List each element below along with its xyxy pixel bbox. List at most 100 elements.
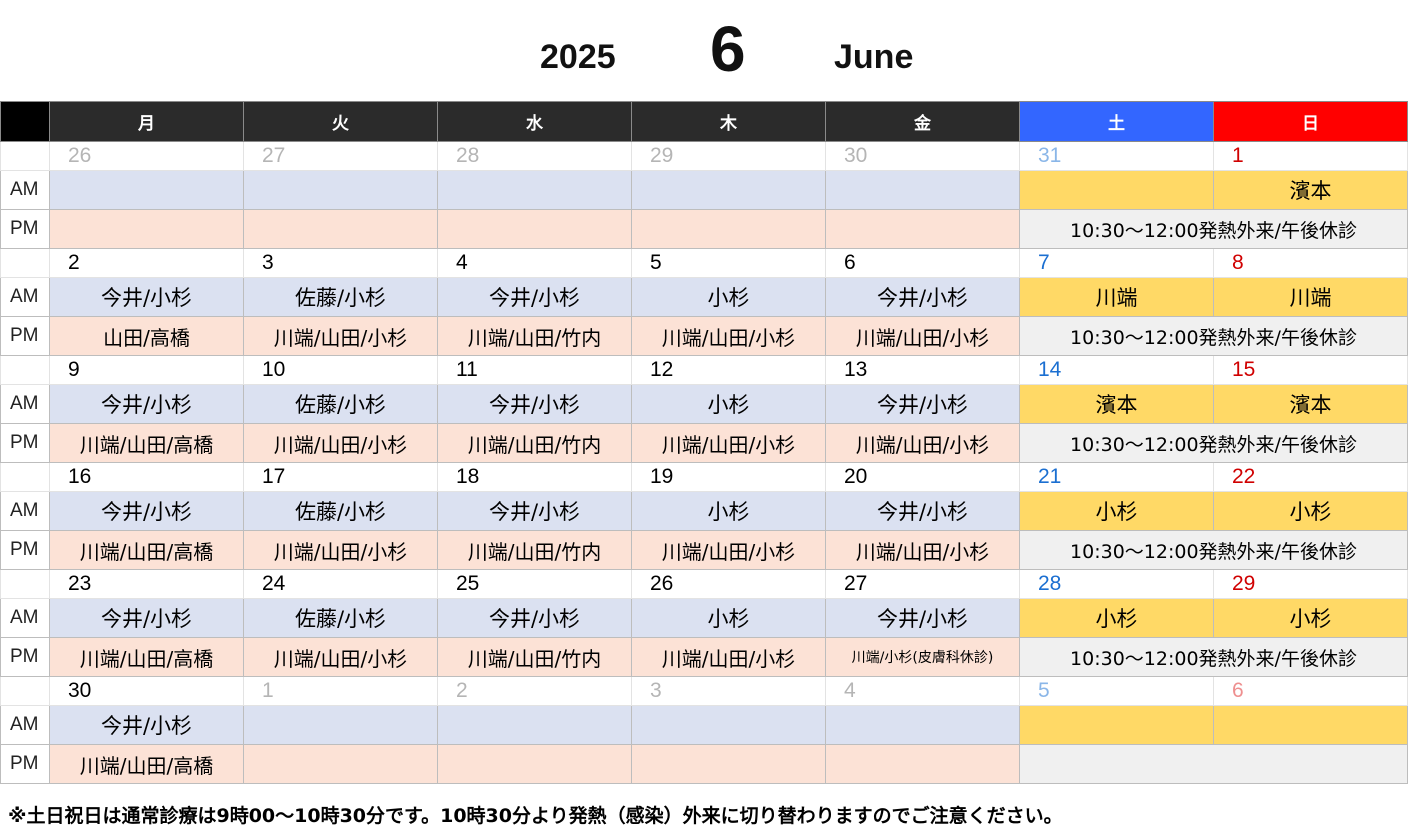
am-doctor-cell: 今井/小杉 xyxy=(49,384,244,424)
am-doctor-cell: 佐藤/小杉 xyxy=(243,598,438,638)
pm-doctor-cell: 山田/高橋 xyxy=(49,316,244,356)
am-doctor-cell: 今井/小杉 xyxy=(825,277,1020,317)
weekend-pm-note: 10:30～12:00発熱外来/午後休診 xyxy=(1019,637,1408,677)
weekday-mon: 月 xyxy=(49,101,244,142)
date-number: 14 xyxy=(1019,355,1214,385)
am-doctor-cell: 小杉 xyxy=(1019,598,1214,638)
am-doctor-cell: 今井/小杉 xyxy=(825,491,1020,531)
pm-doctor-cell: 川端/山田/高橋 xyxy=(49,530,244,570)
pm-doctor-cell: 川端/山田/高橋 xyxy=(49,744,244,784)
weekend-pm-note: 10:30～12:00発熱外来/午後休診 xyxy=(1019,423,1408,463)
date-row-label xyxy=(0,569,50,599)
am-doctor-cell: 小杉 xyxy=(631,491,826,531)
pm-doctor-cell: 川端/山田/小杉 xyxy=(825,530,1020,570)
am-label: AM xyxy=(0,170,50,210)
pm-doctor-cell: 川端/山田/竹内 xyxy=(437,637,632,677)
weekday-wed: 水 xyxy=(437,101,632,142)
date-number: 18 xyxy=(437,462,632,492)
date-number: 8 xyxy=(1213,248,1408,278)
pm-label: PM xyxy=(0,530,50,570)
pm-doctor-cell: 川端/山田/小杉 xyxy=(631,637,826,677)
am-doctor-cell: 小杉 xyxy=(1213,598,1408,638)
date-row: 9 10 11 12 13 14 15 xyxy=(0,355,1408,385)
am-label: AM xyxy=(0,705,50,745)
am-doctor-cell: 濱本 xyxy=(1213,384,1408,424)
date-number: 22 xyxy=(1213,462,1408,492)
am-label: AM xyxy=(0,491,50,531)
weekday-sat: 土 xyxy=(1019,101,1214,142)
date-number: 27 xyxy=(825,569,1020,599)
am-row: AM 今井/小杉 佐藤/小杉 今井/小杉 小杉 今井/小杉 濱本 濱本 xyxy=(0,384,1408,424)
pm-row: PM 山田/高橋 川端/山田/小杉 川端/山田/竹内 川端/山田/小杉 川端/山田/小杉 1… xyxy=(0,316,1408,356)
weekend-pm-note: 10:30～12:00発熱外来/午後休診 xyxy=(1019,530,1408,570)
am-doctor-cell xyxy=(243,170,438,210)
date-number: 20 xyxy=(825,462,1020,492)
am-doctor-cell: 今井/小杉 xyxy=(437,491,632,531)
am-doctor-cell: 小杉 xyxy=(631,384,826,424)
pm-label: PM xyxy=(0,209,50,249)
pm-doctor-cell: 川端/山田/竹内 xyxy=(437,530,632,570)
date-number: 21 xyxy=(1019,462,1214,492)
am-doctor-cell: 小杉 xyxy=(1213,491,1408,531)
date-number: 28 xyxy=(437,141,632,171)
pm-row: PM 川端/山田/高橋 川端/山田/小杉 川端/山田/竹内 川端/山田/小杉 川端/小杉(… xyxy=(0,637,1408,677)
date-number: 30 xyxy=(825,141,1020,171)
am-doctor-cell: 小杉 xyxy=(631,277,826,317)
am-doctor-cell: 小杉 xyxy=(631,598,826,638)
pm-row: PM 10:30～12:00発熱外来/午後休診 xyxy=(0,209,1408,249)
am-doctor-cell xyxy=(243,705,438,745)
pm-doctor-cell: 川端/山田/小杉 xyxy=(243,423,438,463)
pm-label: PM xyxy=(0,744,50,784)
date-number: 10 xyxy=(243,355,438,385)
am-doctor-cell: 濱本 xyxy=(1019,384,1214,424)
date-number: 6 xyxy=(1213,676,1408,706)
am-doctor-cell: 今井/小杉 xyxy=(49,705,244,745)
date-number: 1 xyxy=(243,676,438,706)
am-row: AM 今井/小杉 xyxy=(0,705,1408,745)
am-doctor-cell: 今井/小杉 xyxy=(825,598,1020,638)
schedule-calendar: 月 火 水 木 金 土 日 26 27 28 29 30 31 1 AM 濱本 PM 10:30～1… xyxy=(0,101,1408,784)
weekend-pm-note: 10:30～12:00発熱外来/午後休診 xyxy=(1019,209,1408,249)
pm-doctor-cell: 川端/山田/小杉 xyxy=(243,637,438,677)
am-doctor-cell xyxy=(631,705,826,745)
pm-label: PM xyxy=(0,423,50,463)
date-number: 27 xyxy=(243,141,438,171)
date-number: 5 xyxy=(1019,676,1214,706)
date-number: 3 xyxy=(243,248,438,278)
pm-doctor-cell: 川端/山田/小杉 xyxy=(243,530,438,570)
date-number: 2 xyxy=(437,676,632,706)
date-number: 15 xyxy=(1213,355,1408,385)
date-row-label xyxy=(0,676,50,706)
weekend-pm-note xyxy=(1019,744,1408,784)
date-number: 4 xyxy=(825,676,1020,706)
am-doctor-cell: 今井/小杉 xyxy=(49,491,244,531)
pm-row: PM 川端/山田/高橋 xyxy=(0,744,1408,784)
date-row: 23 24 25 26 27 28 29 xyxy=(0,569,1408,599)
pm-doctor-cell: 川端/山田/高橋 xyxy=(49,637,244,677)
pm-doctor-cell xyxy=(437,209,632,249)
date-number: 11 xyxy=(437,355,632,385)
am-doctor-cell: 川端 xyxy=(1213,277,1408,317)
month-name: June xyxy=(834,38,914,76)
pm-doctor-cell: 川端/山田/小杉 xyxy=(825,423,1020,463)
pm-doctor-cell: 川端/小杉(皮膚科休診) xyxy=(825,637,1020,677)
pm-doctor-cell xyxy=(631,209,826,249)
am-doctor-cell xyxy=(631,170,826,210)
weekday-fri: 金 xyxy=(825,101,1020,142)
date-number: 6 xyxy=(825,248,1020,278)
am-label: AM xyxy=(0,598,50,638)
date-number: 29 xyxy=(631,141,826,171)
month-number: 6 xyxy=(710,13,746,85)
date-number: 25 xyxy=(437,569,632,599)
am-row: AM 今井/小杉 佐藤/小杉 今井/小杉 小杉 今井/小杉 小杉 小杉 xyxy=(0,491,1408,531)
weekday-header: 月 火 水 木 金 土 日 xyxy=(0,101,1408,142)
pm-doctor-cell xyxy=(631,744,826,784)
am-doctor-cell: 今井/小杉 xyxy=(825,384,1020,424)
date-number: 2 xyxy=(49,248,244,278)
date-number: 17 xyxy=(243,462,438,492)
pm-doctor-cell: 川端/山田/小杉 xyxy=(243,316,438,356)
am-doctor-cell: 今井/小杉 xyxy=(437,277,632,317)
date-row: 30 1 2 3 4 5 6 xyxy=(0,676,1408,706)
am-doctor-cell: 佐藤/小杉 xyxy=(243,277,438,317)
